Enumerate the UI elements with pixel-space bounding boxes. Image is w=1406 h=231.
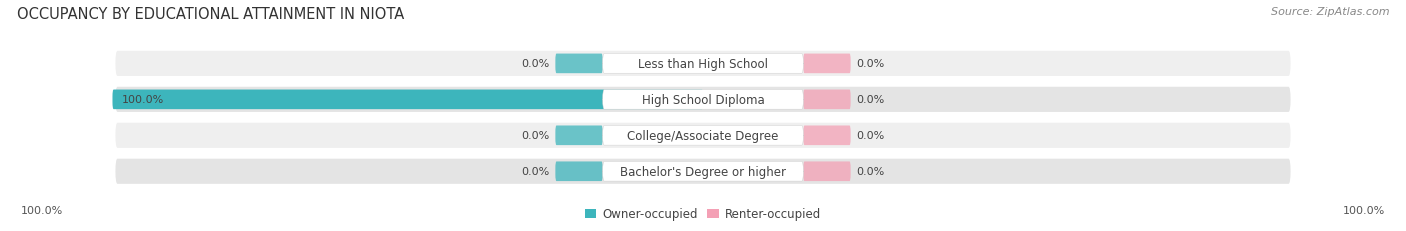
FancyBboxPatch shape [603,126,803,146]
Text: 100.0%: 100.0% [21,205,63,215]
FancyBboxPatch shape [115,87,1291,112]
FancyBboxPatch shape [603,90,803,110]
Text: Source: ZipAtlas.com: Source: ZipAtlas.com [1271,7,1389,17]
FancyBboxPatch shape [112,90,703,110]
FancyBboxPatch shape [803,90,851,110]
FancyBboxPatch shape [803,54,851,74]
Text: OCCUPANCY BY EDUCATIONAL ATTAINMENT IN NIOTA: OCCUPANCY BY EDUCATIONAL ATTAINMENT IN N… [17,7,404,22]
Text: High School Diploma: High School Diploma [641,93,765,106]
FancyBboxPatch shape [115,52,1291,77]
FancyBboxPatch shape [115,123,1291,148]
Text: 0.0%: 0.0% [856,167,884,176]
FancyBboxPatch shape [803,162,851,181]
Text: 0.0%: 0.0% [522,131,550,141]
Legend: Owner-occupied, Renter-occupied: Owner-occupied, Renter-occupied [579,203,827,225]
Text: 0.0%: 0.0% [522,59,550,69]
Text: 0.0%: 0.0% [856,95,884,105]
FancyBboxPatch shape [555,126,603,146]
Text: 100.0%: 100.0% [121,95,163,105]
Text: 0.0%: 0.0% [522,167,550,176]
Text: 0.0%: 0.0% [856,131,884,141]
FancyBboxPatch shape [803,126,851,146]
FancyBboxPatch shape [115,159,1291,184]
FancyBboxPatch shape [555,54,603,74]
Text: Bachelor's Degree or higher: Bachelor's Degree or higher [620,165,786,178]
FancyBboxPatch shape [555,162,603,181]
FancyBboxPatch shape [603,162,803,181]
Text: 100.0%: 100.0% [1343,205,1385,215]
Text: College/Associate Degree: College/Associate Degree [627,129,779,142]
FancyBboxPatch shape [603,54,803,74]
Text: 0.0%: 0.0% [856,59,884,69]
Text: Less than High School: Less than High School [638,58,768,71]
